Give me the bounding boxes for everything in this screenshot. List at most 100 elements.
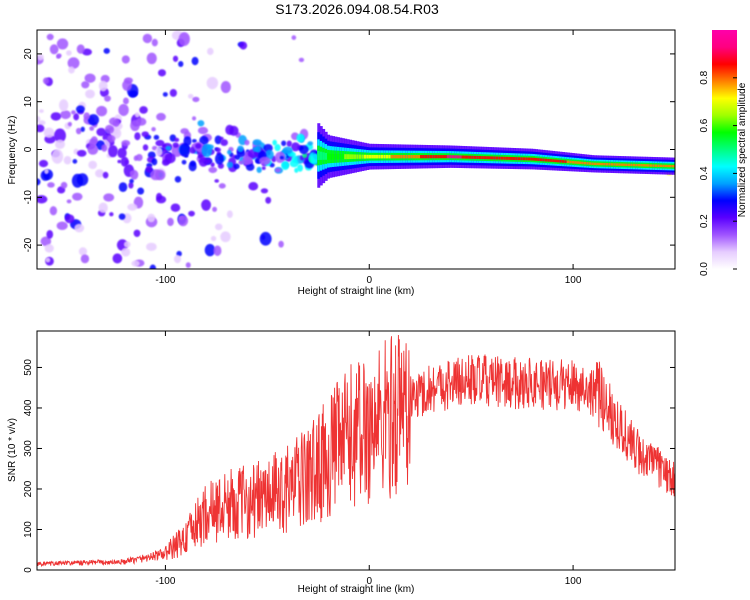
spectrogram-cell	[603, 162, 607, 166]
spectrogram-cell	[39, 109, 44, 113]
spectrogram-cell	[60, 181, 68, 189]
spectrogram-cell	[532, 157, 536, 161]
spectrogram-cell	[317, 150, 321, 160]
spectrogram-cell	[56, 38, 69, 50]
spectrogram-cell	[139, 106, 148, 114]
spectrogram-cell	[466, 155, 470, 159]
spectrogram-cell	[192, 96, 200, 103]
spectrogram-cell	[130, 120, 140, 132]
spectrogram-cell	[151, 127, 156, 132]
spectrogram-cell	[113, 128, 119, 135]
spectrogram-cell	[37, 178, 41, 186]
spectrogram-cell	[181, 159, 187, 165]
snr-y-tick-label: 500	[23, 359, 34, 376]
spectrogram-cell	[118, 103, 129, 117]
spectrogram-cell	[478, 156, 482, 160]
spectrogram-cell	[122, 79, 132, 91]
spectrogram-cell	[520, 157, 524, 161]
spectrogram-cell	[198, 157, 208, 167]
spectrogram-cell	[281, 161, 290, 171]
spectrogram-cell	[101, 144, 108, 152]
snr-x-label: Height of straight line (km)	[298, 584, 415, 595]
spectrogram-cell	[454, 155, 458, 159]
spectrogram-cell	[503, 156, 507, 160]
spectrogram-cell	[307, 141, 314, 146]
spectrogram-cell	[613, 163, 617, 166]
spectrogram-cell	[291, 35, 297, 40]
spectrogram-cell	[128, 182, 134, 189]
spectrogram-cell	[42, 77, 50, 85]
spectrogram-cell	[659, 164, 663, 168]
spectrogram-cell	[422, 155, 426, 159]
spectrogram-cell	[75, 105, 85, 113]
spectrogram-cell	[353, 154, 357, 159]
spectrogram-cell	[298, 57, 305, 63]
spectrogram-cell	[393, 154, 397, 159]
spectrogram-cell	[134, 112, 140, 118]
snr-y-axis: 0 100 200 300 400 500	[23, 359, 675, 573]
spectrogram-cell	[169, 88, 177, 97]
spectrogram-cell	[515, 157, 519, 161]
spectrogram-cell	[429, 155, 433, 159]
spectrogram-cell	[398, 154, 402, 159]
spectrogram-cell	[610, 163, 614, 166]
spectrogram-cell	[245, 163, 255, 171]
spectrogram-cell	[103, 48, 110, 54]
spectrogram-cell	[517, 157, 521, 161]
snr-x-axis: -100 0 100	[155, 331, 582, 587]
spectrogram-cell	[583, 161, 587, 165]
spectrogram-cell	[80, 254, 90, 264]
spectrogram-cell	[635, 163, 639, 167]
spectrogram-cell	[46, 33, 54, 41]
spectrogram-cell	[64, 214, 75, 224]
spectrogram-cell	[56, 53, 62, 58]
spectrogram-cell	[44, 168, 49, 175]
spectrogram-cell	[498, 156, 502, 160]
spectrogram-cell	[142, 33, 153, 44]
spectrogram-cell	[468, 155, 472, 159]
spectrogram-cell	[189, 160, 196, 167]
spectrogram-cell	[329, 153, 333, 160]
spectrogram-cell	[145, 165, 153, 173]
spectrogram-cell	[165, 145, 172, 151]
spectrogram-cell	[131, 260, 140, 267]
spectrogram-cell	[122, 97, 129, 105]
spectrogram-cell	[141, 131, 149, 138]
spectrogram-cell	[151, 38, 158, 47]
spectrogram-cell	[552, 159, 556, 163]
spectrogram-cell	[197, 126, 209, 135]
spectrogram-cell	[490, 156, 494, 160]
spectrogram-cell	[50, 112, 62, 121]
spectrogram-cell	[71, 110, 76, 115]
spectrogram-cell	[98, 202, 108, 214]
spectrogram-cell	[598, 162, 602, 166]
spectrogram-cell	[40, 236, 52, 247]
spectrogram-cell	[104, 95, 111, 102]
spectrogram-cell	[417, 155, 421, 159]
spectrogram-cell	[322, 152, 326, 160]
spectrogram-cell	[83, 112, 90, 120]
spectrogram-cell	[289, 159, 299, 168]
spectrogram-cell	[662, 164, 666, 168]
spectrogram-cell	[667, 164, 671, 168]
spectrogram-cell	[155, 169, 166, 181]
spectrogram-cell	[195, 143, 202, 149]
spectrogram-cell	[483, 156, 487, 160]
spectrogram-cell	[108, 145, 118, 158]
spectrogram-cell	[37, 124, 45, 133]
spectrogram-cell	[112, 253, 123, 264]
spectrogram-cell	[444, 155, 448, 159]
spectrogram-cell	[220, 231, 231, 243]
spectrogram-cell	[178, 61, 184, 68]
spectrogram-cell	[476, 155, 480, 159]
spectrogram-cell	[206, 158, 212, 164]
spectrogram-cell	[424, 155, 428, 159]
spectrogram-cell	[623, 163, 627, 166]
spectrogram-cell	[388, 154, 392, 159]
spectrogram-cell	[449, 155, 453, 159]
spectrogram-cell	[226, 210, 233, 218]
spectrogram-cell	[49, 44, 59, 55]
spectrogram-cell	[344, 154, 348, 160]
spectrogram-cell	[442, 155, 446, 159]
